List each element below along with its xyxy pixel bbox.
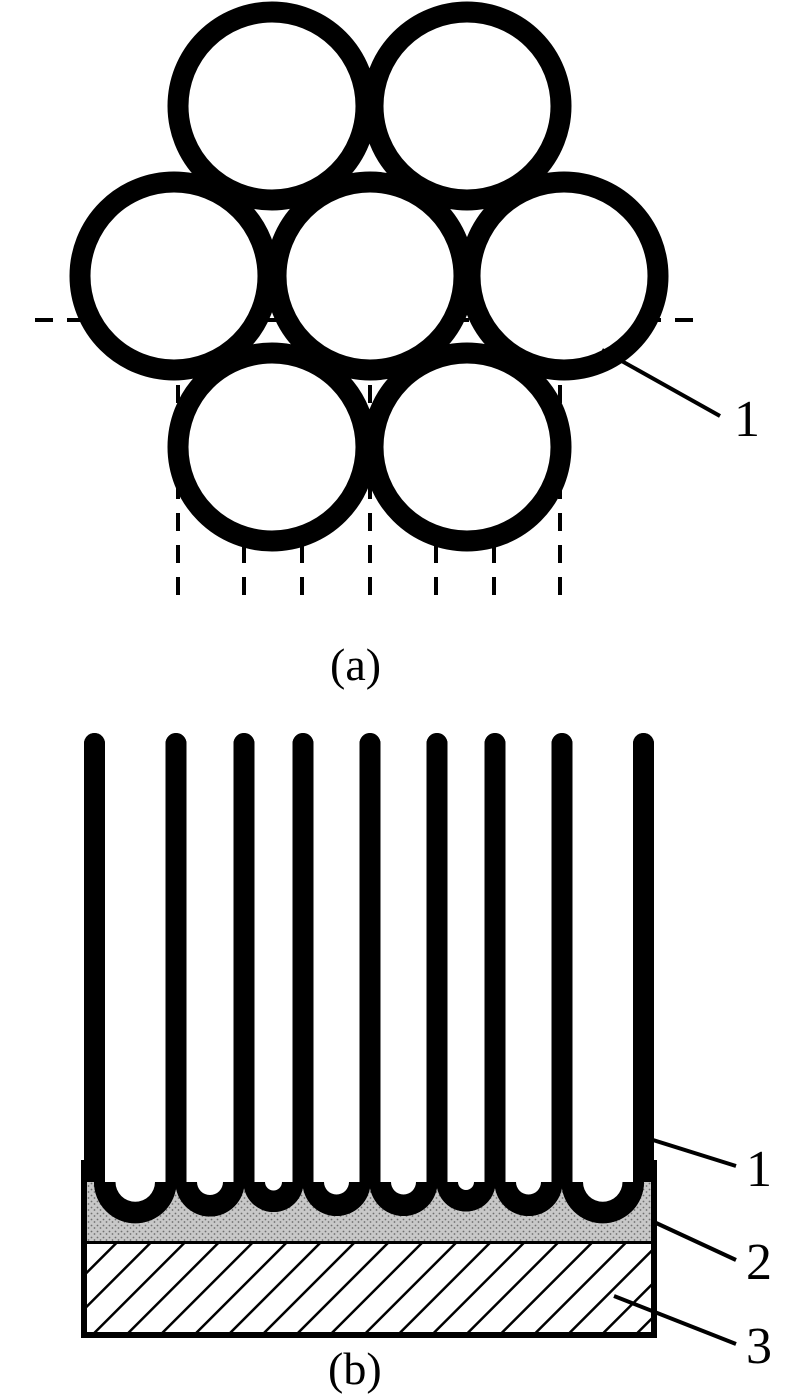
nanotube-ring bbox=[80, 182, 268, 370]
leader-line-1-b bbox=[653, 1140, 736, 1166]
part-b: 1 2 3 (b) bbox=[84, 733, 772, 1394]
leader-line-2-b bbox=[654, 1222, 736, 1260]
tube-cavity bbox=[381, 733, 427, 1205]
tube-cavity bbox=[506, 733, 552, 1205]
leader-label-3-b: 3 bbox=[746, 1318, 772, 1375]
caption-b: (b) bbox=[328, 1343, 382, 1394]
figure-svg: 1 (a) 1 2 3 (b) bbox=[0, 0, 800, 1396]
tube-cavity bbox=[187, 733, 234, 1205]
leader-label-1-a: 1 bbox=[734, 391, 760, 448]
nanotube-ring bbox=[276, 182, 464, 370]
tube-walls-over bbox=[84, 733, 654, 1223]
tube-cavity bbox=[573, 733, 634, 1212]
nanotube-ring bbox=[470, 182, 658, 370]
caption-a: (a) bbox=[330, 639, 381, 690]
nanotube-ring bbox=[373, 12, 561, 200]
nanotube-ring bbox=[373, 353, 561, 541]
leader-line-1-a bbox=[602, 350, 720, 416]
layer-3-region bbox=[84, 1244, 654, 1335]
tube-cavity bbox=[314, 733, 360, 1205]
tube-cavity bbox=[105, 733, 166, 1212]
nanotube-ring bbox=[178, 12, 366, 200]
leader-label-2-b: 2 bbox=[746, 1234, 772, 1291]
figure-canvas: 1 (a) 1 2 3 (b) bbox=[0, 0, 800, 1396]
part-a: 1 (a) bbox=[35, 12, 760, 690]
nanotube-ring bbox=[178, 353, 366, 541]
leader-label-1-b: 1 bbox=[746, 1141, 772, 1198]
tube-cavity bbox=[255, 733, 293, 1201]
tube-cavity bbox=[448, 733, 485, 1201]
